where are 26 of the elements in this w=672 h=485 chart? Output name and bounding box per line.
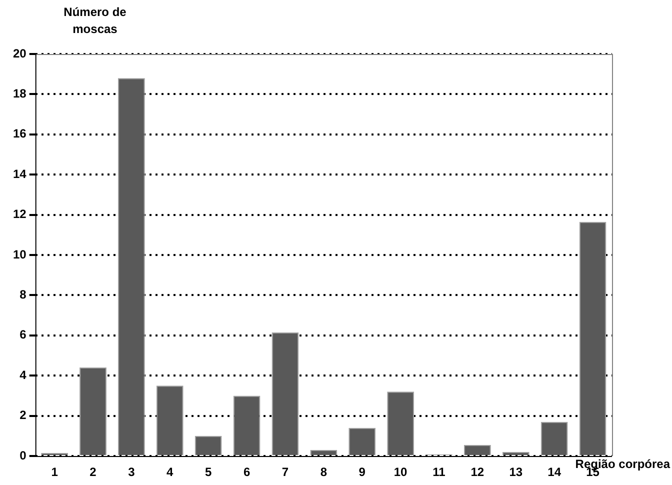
y-tick-label: 2 [20, 408, 27, 422]
x-tick-label: 5 [204, 465, 212, 479]
x-tick-label: 11 [432, 465, 446, 479]
y-tick-label: 0 [20, 448, 27, 462]
x-tick-label: 13 [509, 465, 523, 479]
x-tick-label: 14 [548, 465, 562, 479]
x-tick-label: 4 [166, 465, 174, 479]
y-tick-label: 10 [12, 247, 27, 262]
x-tick-label: 3 [128, 465, 135, 479]
y-tick-label: 18 [12, 86, 27, 101]
y-tick-label: 4 [20, 368, 27, 382]
x-tick-label: 1 [51, 465, 58, 479]
x-tick-label: 8 [320, 465, 328, 479]
x-tick-label: 6 [243, 465, 250, 479]
y-axis-title: Número de moscas [62, 4, 128, 38]
y-tick-label: 20 [12, 46, 27, 60]
y-tick-label: 14 [12, 166, 27, 181]
y-tick-label: 12 [12, 207, 27, 222]
x-tick-label: 2 [90, 465, 96, 479]
x-tick-label: 10 [394, 465, 408, 479]
x-tick-label: 7 [282, 465, 289, 479]
x-tick-label: 12 [470, 465, 484, 479]
y-tick-label: 6 [20, 328, 27, 342]
y-tick-label: 8 [20, 288, 27, 302]
y-tick-label: 16 [12, 126, 27, 141]
x-tick-label: 9 [358, 465, 366, 479]
